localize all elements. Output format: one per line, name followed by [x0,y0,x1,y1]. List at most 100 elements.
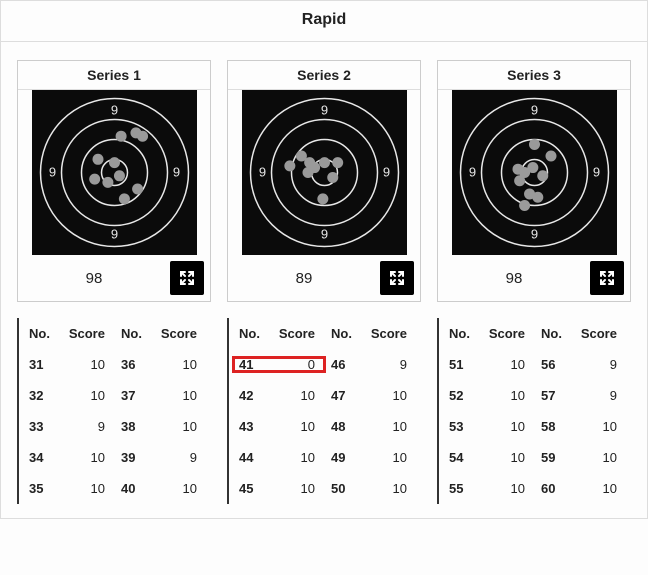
cell-score-value: 10 [159,357,207,372]
target-wrap: 9999 [438,90,630,255]
svg-text:9: 9 [592,165,599,180]
cell-no-value: 41 [233,357,277,372]
col-no-header: No. [443,326,487,341]
shot-marker [118,193,129,204]
col-no-header: No. [115,326,159,341]
expand-button[interactable] [590,261,624,295]
cell-score-value: 10 [369,388,417,403]
cell-score-value: 10 [159,419,207,434]
shot-marker [102,177,113,188]
cell-score-value: 10 [579,481,627,496]
table-row: 42104710 [229,380,421,411]
highlighted-cell: 410 [233,357,325,372]
cell-score-value: 10 [67,357,115,372]
page: Rapid Series 1999998Series 2999989Series… [0,0,648,519]
cell-no-value: 38 [115,419,159,434]
score-table: No.ScoreNo.Score511056952105795310581054… [437,318,631,504]
table-row: 5110569 [439,349,631,380]
shot-marker [109,157,120,168]
target-graphic: 9999 [242,90,407,255]
score-table: No.ScoreNo.Score410469421047104310481044… [227,318,421,504]
expand-button[interactable] [380,261,414,295]
svg-text:9: 9 [320,227,327,242]
tables-row: No.ScoreNo.Score311036103210371033938103… [1,312,647,518]
col-score-header: Score [67,326,115,341]
cell-score-value: 10 [67,481,115,496]
cell-no-value: 32 [23,388,67,403]
shot-marker [317,193,328,204]
col-no-header: No. [23,326,67,341]
target-wrap: 9999 [228,90,420,255]
target-graphic: 9999 [452,90,617,255]
cell-score-value: 10 [487,450,535,465]
col-score-header: Score [579,326,627,341]
shot-marker [532,192,543,203]
svg-text:9: 9 [530,227,537,242]
cell-score-value: 10 [369,481,417,496]
cell-score-value: 10 [159,481,207,496]
cell-score-value: 10 [159,388,207,403]
expand-icon [179,270,195,286]
table-row: 5210579 [439,380,631,411]
shot-marker [132,184,143,195]
cell-no-value: 52 [443,388,487,403]
col-score-header: Score [369,326,417,341]
svg-text:9: 9 [258,165,265,180]
table-row: 44104910 [229,442,421,473]
cell-no-value: 42 [233,388,277,403]
cell-no-value: 37 [115,388,159,403]
cell-score-value: 10 [579,419,627,434]
cell-no-value: 57 [535,388,579,403]
series-footer: 89 [228,255,420,301]
page-title: Rapid [1,1,647,42]
col-no-header: No. [535,326,579,341]
cell-score-value: 10 [487,357,535,372]
series-header: Series 1 [18,61,210,90]
col-score-header: Score [277,326,325,341]
series-row: Series 1999998Series 2999989Series 39999… [1,42,647,312]
svg-text:9: 9 [172,165,179,180]
cell-score-value: 10 [277,419,325,434]
cell-score-value: 10 [487,419,535,434]
shot-marker [327,172,338,183]
cell-score-value: 9 [579,357,627,372]
cell-no-value: 51 [443,357,487,372]
shot-marker [302,167,313,178]
shot-marker [545,151,556,162]
cell-no-value: 49 [325,450,369,465]
shot-marker [529,139,540,150]
shot-marker [332,157,343,168]
cell-no-value: 33 [23,419,67,434]
expand-button[interactable] [170,261,204,295]
shot-marker [137,131,148,142]
table-row: 35104010 [19,473,211,504]
shot-marker [519,200,530,211]
shot-marker [89,174,100,185]
cell-no-value: 36 [115,357,159,372]
table-row: 45105010 [229,473,421,504]
shot-marker [319,157,330,168]
table-row: 43104810 [229,411,421,442]
cell-no-value: 45 [233,481,277,496]
table-row: 54105910 [439,442,631,473]
cell-score-value: 10 [67,388,115,403]
svg-text:9: 9 [48,165,55,180]
col-score-header: Score [487,326,535,341]
series-footer: 98 [438,255,630,301]
svg-text:9: 9 [320,103,327,118]
cell-score-value: 0 [277,357,325,372]
cell-score-value: 10 [67,450,115,465]
cell-score-value: 10 [369,419,417,434]
table-header: No.ScoreNo.Score [439,318,631,349]
series-total: 98 [438,270,590,287]
shot-marker [514,175,525,186]
cell-no-value: 44 [233,450,277,465]
svg-text:9: 9 [110,227,117,242]
series-card: Series 2999989 [227,60,421,302]
table-row: 3393810 [19,411,211,442]
cell-no-value: 60 [535,481,579,496]
cell-score-value: 9 [159,450,207,465]
cell-no-value: 55 [443,481,487,496]
svg-text:9: 9 [530,103,537,118]
cell-score-value: 9 [67,419,115,434]
